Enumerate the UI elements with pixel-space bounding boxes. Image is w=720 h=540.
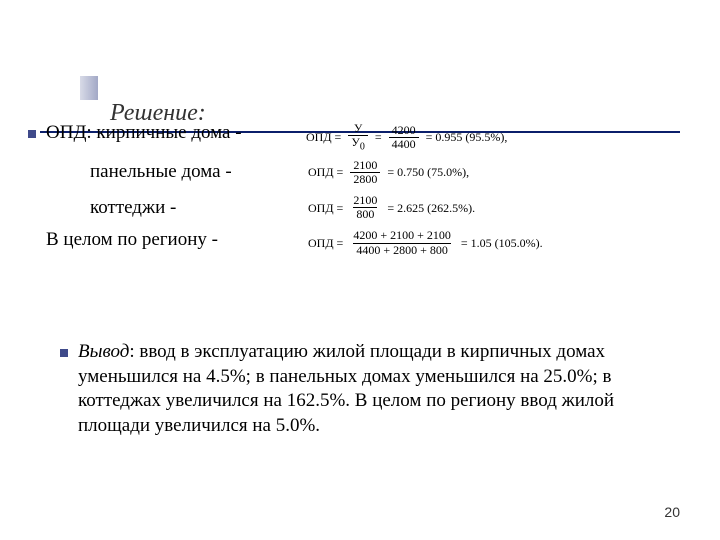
conclusion-body: : ввод в эксплуатацию жилой площади в ки… [78,341,614,436]
conclusion-text: Вывод: ввод в эксплуатацию жилой площади… [78,340,660,439]
row-panel: панельные дома - ОПД = 2100 2800 = 0.750… [90,159,680,186]
label-cottage: коттеджи - [90,197,268,219]
equals: = [334,202,347,214]
result: 0.750 (75.0%), [397,166,469,178]
result: 0.955 (95.5%), [435,131,507,143]
bullet-icon [60,349,68,357]
fraction-symbolic: У У0 [348,122,368,153]
equals: = [332,131,345,143]
lhs: ОПД [308,202,334,214]
bullet-icon [28,130,36,138]
label-brick: ОПД: кирпичные дома - [46,122,286,144]
fraction-numeric: 4200 + 2100 + 2100 4400 + 2800 + 800 [350,229,454,256]
fraction-numeric: 2100 2800 [350,159,380,186]
equals: = [458,237,471,249]
frac-num: 2100 [350,159,380,172]
formula-cottage: ОПД = 2100 800 = 2.625 (262.5%). [308,194,475,221]
equals: = [334,237,347,249]
title-marker [80,76,98,100]
equals: = [423,131,436,143]
fraction-numeric: 4200 4400 [389,124,419,151]
conclusion-lead: Вывод [78,341,129,362]
frac-den: 4400 [389,137,419,151]
frac-den: 2800 [350,172,380,186]
formula-total: ОПД = 4200 + 2100 + 2100 4400 + 2800 + 8… [308,229,543,256]
label-total: В целом по региону - [46,229,268,251]
lhs: ОПД [308,166,334,178]
result: 1.05 (105.0%). [471,237,543,249]
frac-den: 800 [353,207,377,221]
label-panel: панельные дома - [90,161,268,183]
content-area: ОПД: кирпичные дома - ОПД = У У0 = 4200 … [28,122,680,263]
frac-num: 2100 [350,194,380,207]
equals: = [334,166,347,178]
row-cottage: коттеджи - ОПД = 2100 800 = 2.625 (262.5… [90,194,680,221]
fraction-numeric: 2100 800 [350,194,380,221]
frac-den: 4400 + 2800 + 800 [353,243,451,257]
formula-brick: ОПД = У У0 = 4200 4400 = 0.955 (95.5%), [306,122,507,153]
lhs: ОПД [308,237,334,249]
page-number: 20 [664,504,680,520]
equals: = [372,131,385,143]
row-total: В целом по региону - ОПД = 4200 + 2100 +… [28,229,680,256]
conclusion: Вывод: ввод в эксплуатацию жилой площади… [60,340,660,439]
frac-num: 4200 + 2100 + 2100 [350,229,454,242]
row-brick: ОПД: кирпичные дома - ОПД = У У0 = 4200 … [28,122,680,153]
frac-num: 4200 [389,124,419,137]
formula-panel: ОПД = 2100 2800 = 0.750 (75.0%), [308,159,469,186]
frac-den-sym: У0 [348,135,368,152]
frac-num-sym: У [351,122,366,135]
slide: Решение: ОПД: кирпичные дома - ОПД = У У… [0,0,720,540]
equals: = [384,202,397,214]
result: 2.625 (262.5%). [397,202,475,214]
equals: = [384,166,397,178]
lhs: ОПД [306,131,332,143]
